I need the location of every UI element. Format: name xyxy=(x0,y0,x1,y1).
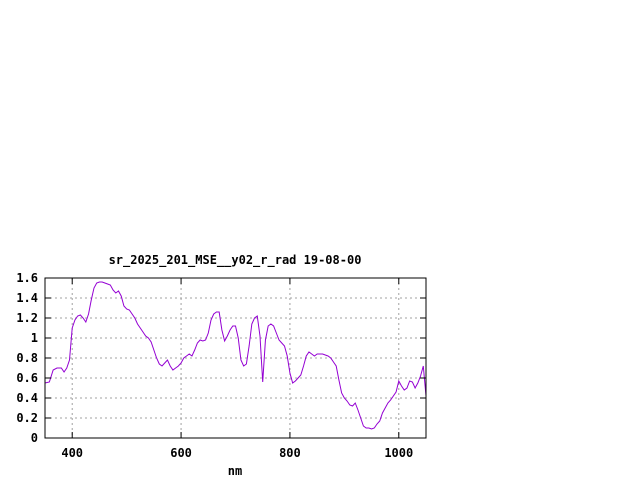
y-tick-label: 0.4 xyxy=(16,391,38,405)
x-axis-label: nm xyxy=(228,464,242,478)
x-tick-label: 400 xyxy=(61,446,83,460)
x-tick-labels: 400 600 800 1000 xyxy=(61,446,413,460)
x-tick-label: 1000 xyxy=(384,446,413,460)
y-tick-label: 1 xyxy=(31,331,38,345)
x-tick-label: 800 xyxy=(279,446,301,460)
grid xyxy=(45,278,426,438)
ticks xyxy=(45,277,426,439)
x-tick-label: 600 xyxy=(170,446,192,460)
y-tick-label: 0.2 xyxy=(16,411,38,425)
chart-title: sr_2025_201_MSE__y02_r_rad 19-08-00 xyxy=(109,253,362,268)
series-layer xyxy=(44,281,427,430)
series-line xyxy=(44,281,427,430)
y-tick-label: 0.8 xyxy=(16,351,38,365)
y-tick-label: 1.4 xyxy=(16,291,38,305)
y-tick-labels: 0 0.2 0.4 0.6 0.8 1 1.2 1.4 1.6 xyxy=(16,271,38,445)
y-tick-label: 0.6 xyxy=(16,371,38,385)
y-tick-label: 0 xyxy=(31,431,38,445)
y-tick-label: 1.6 xyxy=(16,271,38,285)
y-tick-label: 1.2 xyxy=(16,311,38,325)
